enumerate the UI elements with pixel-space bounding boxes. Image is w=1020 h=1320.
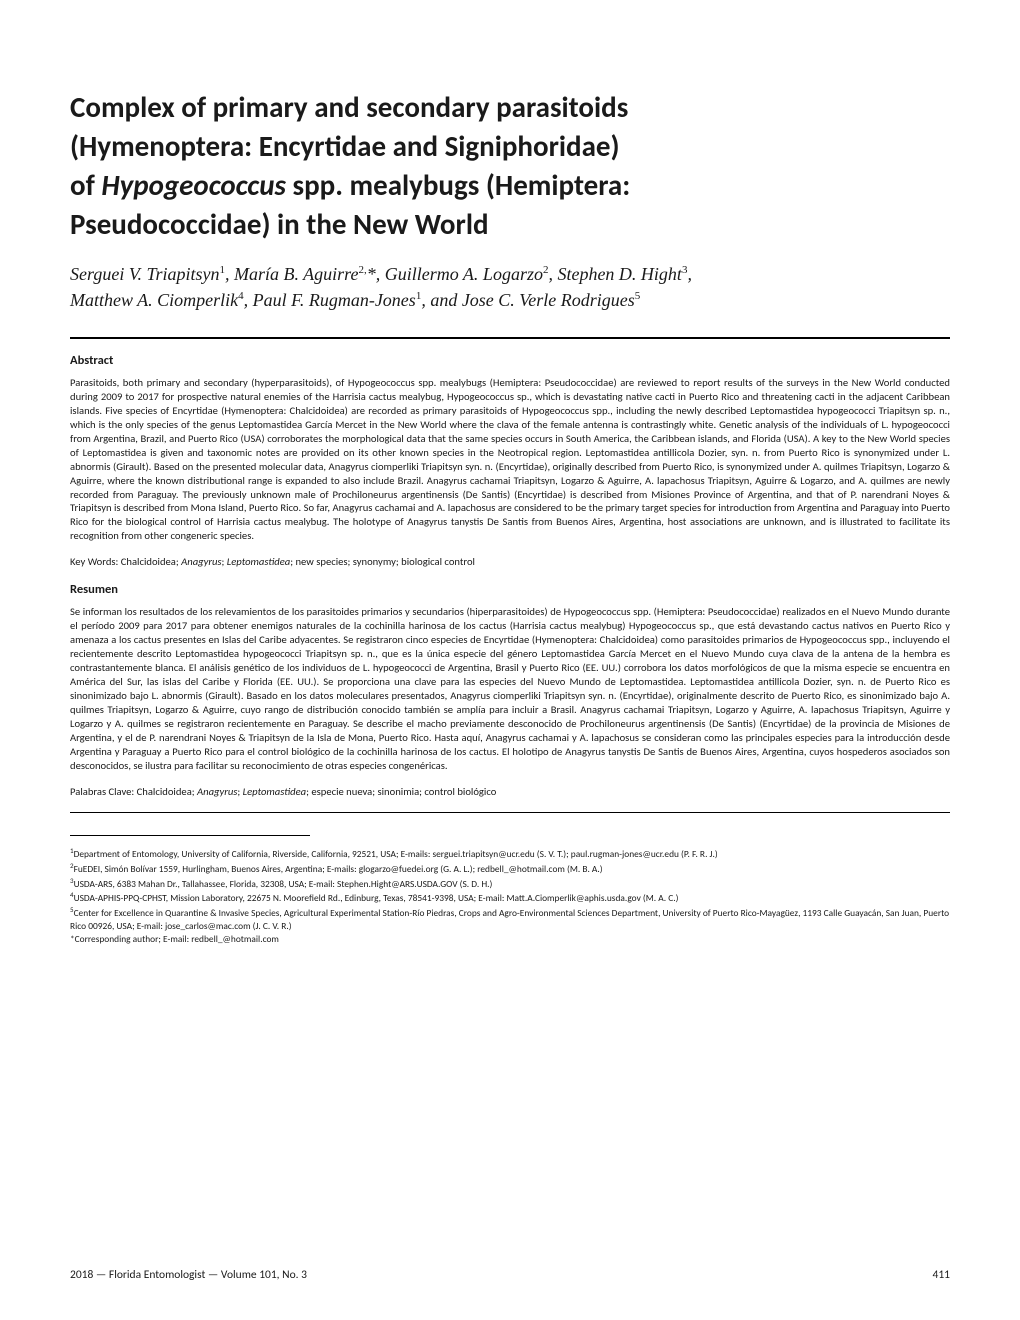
affiliation-4: 4USDA-APHIS-PPQ-CPHST, Mission Laborator…	[70, 890, 950, 905]
footer-page-number: 411	[933, 1268, 951, 1282]
affiliation-2: 2FuEDEI, Simón Bolívar 1559, Hurlingham,…	[70, 861, 950, 876]
author-comma: ,	[687, 264, 692, 284]
title-line2: (Hymenoptera: Encyrtidae and Signiphorid…	[70, 128, 620, 164]
keywords-label: Key Words: Chalcidoidea;	[70, 555, 181, 568]
keywords-genus2: Leptomastidea	[227, 555, 290, 568]
abstract-heading: Abstract	[70, 353, 950, 368]
resumen-text: Se informan los resultados de los releva…	[70, 605, 950, 773]
affiliation-3-text: USDA-ARS, 6383 Mahan Dr., Tallahassee, F…	[74, 878, 493, 890]
affiliation-1: 1Department of Entomology, University of…	[70, 846, 950, 861]
divider-top	[70, 337, 950, 339]
keywords-genus1: Anagyrus	[181, 555, 221, 568]
author-6: , Paul F. Rugman-Jones	[244, 290, 416, 310]
authors: Serguei V. Triapitsyn1, María B. Aguirre…	[70, 261, 950, 313]
resumen-heading: Resumen	[70, 582, 950, 597]
affiliations: 1Department of Entomology, University of…	[70, 846, 950, 945]
affiliation-4-text: USDA-APHIS-PPQ-CPHST, Mission Laboratory…	[74, 893, 679, 905]
title-line3a: of	[70, 167, 101, 203]
author-2-star: *, Guillermo A. Logarzo	[367, 264, 543, 284]
author-2-pre: , María B. Aguirre	[225, 264, 359, 284]
palabras-genus2: Leptomastidea	[243, 785, 306, 798]
title-line4: Pseudococcidae) in the New World	[70, 206, 489, 242]
footer-journal: 2018 — Florida Entomologist — Volume 101…	[70, 1268, 307, 1282]
affiliation-1-text: Department of Entomology, University of …	[74, 848, 718, 860]
title-line1: Complex of primary and secondary parasit…	[70, 89, 628, 125]
keywords: Key Words: Chalcidoidea; Anagyrus; Lepto…	[70, 555, 950, 568]
author-7: , and Jose C. Verle Rodrigues	[421, 290, 634, 310]
affiliations-divider	[70, 835, 310, 836]
affiliation-5: 5Center for Excellence in Quarantine & I…	[70, 905, 950, 933]
author-1: Serguei V. Triapitsyn	[70, 264, 220, 284]
corresponding-author: *Corresponding author; E-mail: redbell_@…	[70, 933, 950, 946]
abstract-text: Parasitoids, both primary and secondary …	[70, 376, 950, 544]
page-footer: 2018 — Florida Entomologist — Volume 101…	[70, 1268, 950, 1282]
affiliation-3: 3USDA-ARS, 6383 Mahan Dr., Tallahassee, …	[70, 876, 950, 891]
article-title: Complex of primary and secondary parasit…	[70, 88, 950, 245]
affiliation-2-text: FuEDEI, Simón Bolívar 1559, Hurlingham, …	[74, 863, 603, 875]
palabras-clave: Palabras Clave: Chalcidoidea; Anagyrus ; …	[70, 785, 950, 798]
sup-2: 2,	[359, 264, 367, 276]
palabras-label: Palabras Clave: Chalcidoidea;	[70, 785, 197, 798]
affiliation-5-text: Center for Excellence in Quarantine & In…	[70, 907, 949, 932]
palabras-genus1: Anagyrus	[197, 785, 237, 798]
divider-bottom	[70, 812, 950, 813]
title-genus: Hypogeococcus	[101, 167, 286, 203]
palabras-rest: ; especie nueva; sinonimia; control biol…	[306, 785, 496, 798]
author-4-pre: , Stephen D. Hight	[548, 264, 681, 284]
author-5: Matthew A. Ciomperlik	[70, 290, 238, 310]
sup-5: 5	[635, 290, 641, 302]
keywords-rest: ; new species; synonymy; biological cont…	[290, 555, 475, 568]
title-line3c: spp. mealybugs (Hemiptera:	[286, 167, 630, 203]
